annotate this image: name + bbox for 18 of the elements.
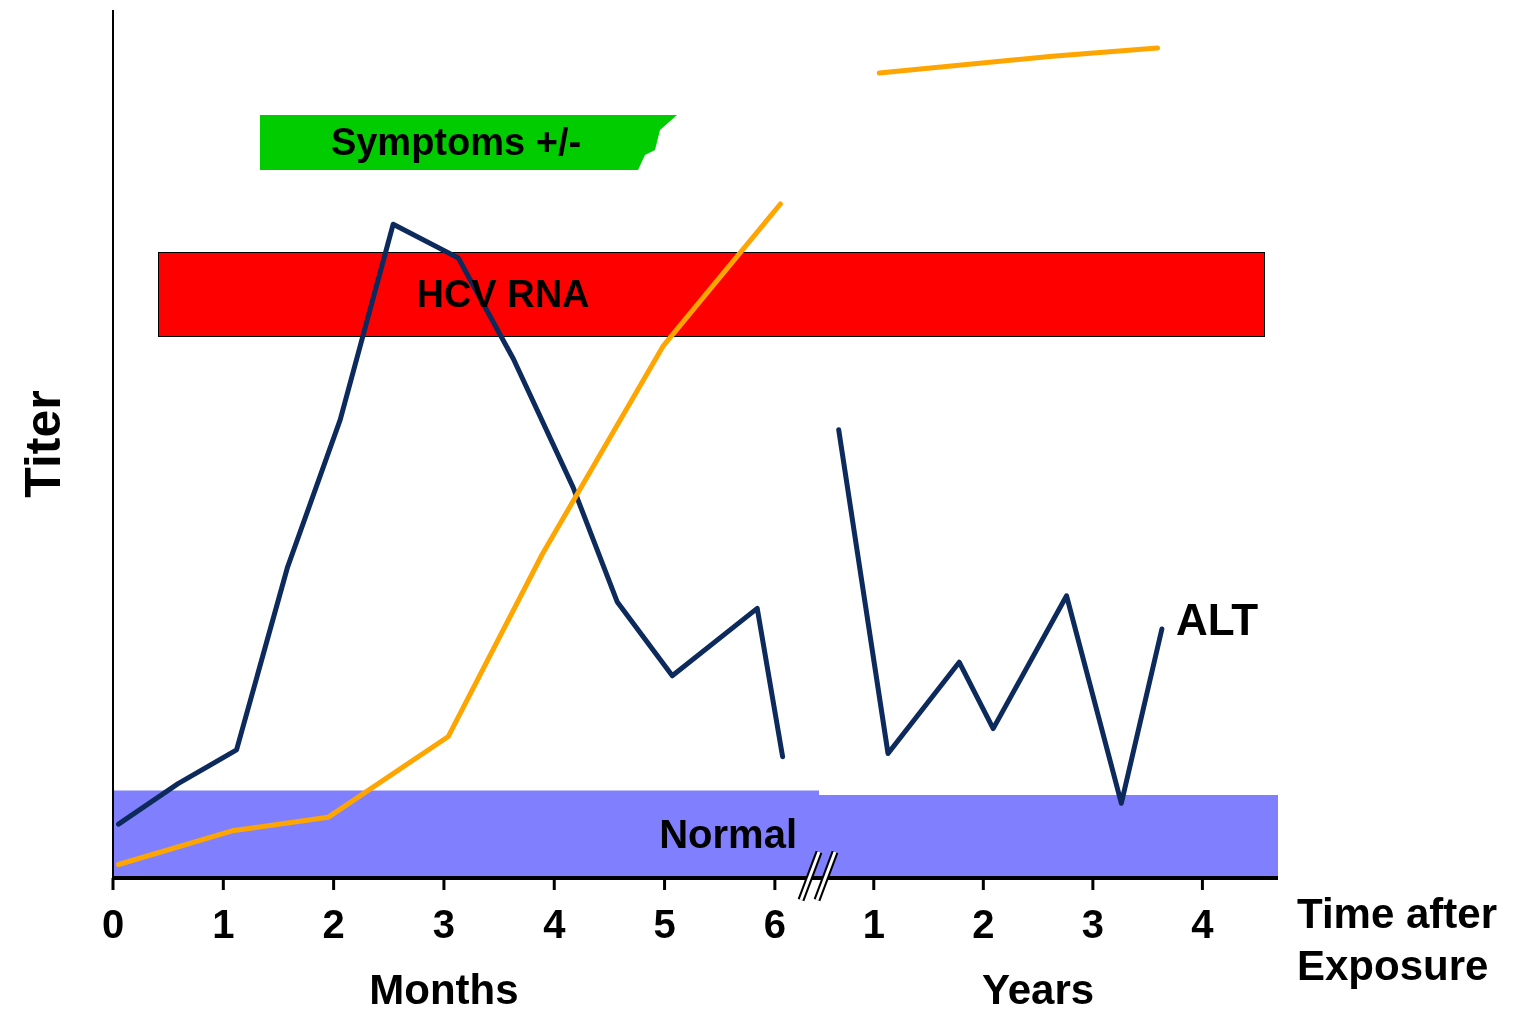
- text: Months: [368, 965, 520, 1010]
- x-tick-label: 3: [432, 902, 456, 947]
- x-tick-label: 3: [1081, 902, 1104, 947]
- text: Years: [981, 965, 1096, 1010]
- x-tick-label: 6: [763, 902, 786, 947]
- x-tick-label: 5: [653, 902, 676, 947]
- x-tick-label: 1: [212, 902, 235, 947]
- band-label: Normal: [659, 812, 797, 857]
- x-tick-label: 1: [862, 902, 885, 947]
- x-tick-label: 4: [543, 902, 567, 947]
- x-tick-label: 0: [101, 902, 125, 947]
- x-tick-label: 4: [1191, 902, 1215, 947]
- series-label: ALT: [1175, 595, 1259, 644]
- x-tick-label: 2: [972, 902, 995, 947]
- text: Symptoms +/-: [329, 120, 583, 165]
- x-tick-label: 2: [322, 902, 345, 947]
- x-axis-title: Time after Exposure: [1297, 889, 1497, 991]
- y-axis-title: Titer: [15, 390, 71, 498]
